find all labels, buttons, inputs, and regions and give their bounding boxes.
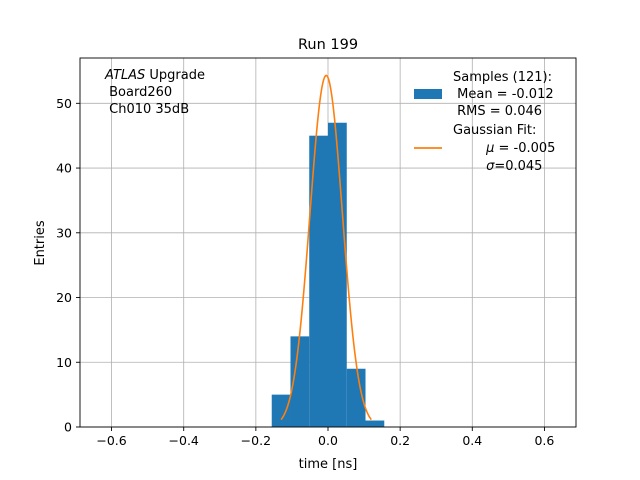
- legend: Samples (121): Mean = -0.012 RMS = 0.046…: [414, 70, 576, 174]
- y-axis-label: Entries: [33, 220, 48, 266]
- legend-hist-line3: RMS = 0.046: [453, 104, 542, 119]
- y-tick-label: 20: [56, 290, 72, 305]
- svg-text:ATLAS Upgrade: ATLAS Upgrade: [104, 68, 205, 83]
- y-ticks: 0 10 20 30 40 50: [56, 96, 80, 435]
- x-tick-label: 0.0: [318, 433, 338, 448]
- x-axis-label: time [ns]: [299, 457, 358, 472]
- legend-fit-mu-value: = -0.005: [494, 141, 555, 156]
- y-tick-label: 40: [56, 161, 72, 176]
- histogram-bar: [309, 135, 328, 427]
- x-ticks: −0.6 −0.4 −0.2 0.0 0.2 0.4 0.6: [96, 427, 554, 448]
- annotation-upgrade: Upgrade: [145, 68, 205, 83]
- x-tick-label: 0.2: [390, 433, 410, 448]
- x-tick-label: −0.6: [96, 433, 126, 448]
- legend-fit-sigma-value: =0.045: [494, 159, 542, 174]
- x-tick-label: −0.4: [169, 433, 199, 448]
- legend-fit-mu-symbol: μ: [485, 141, 494, 156]
- y-tick-label: 30: [56, 225, 72, 240]
- annotation-channel: Ch010 35dB: [105, 102, 189, 117]
- y-tick-label: 10: [56, 355, 72, 370]
- annotation-text: ATLAS Upgrade Board260 Ch010 35dB: [104, 68, 205, 117]
- legend-hist-swatch: [414, 89, 442, 99]
- x-tick-label: 0.4: [462, 433, 482, 448]
- histogram-bar: [346, 368, 366, 427]
- legend-hist-line1: Samples (121):: [453, 70, 552, 85]
- svg-text:σ=0.045: σ=0.045: [453, 159, 563, 174]
- histogram-bar: [328, 122, 347, 427]
- histogram-bar: [271, 394, 291, 427]
- x-tick-label: −0.2: [241, 433, 271, 448]
- legend-fit-sigma-symbol: σ: [486, 159, 495, 174]
- histogram-bar: [290, 336, 310, 427]
- plot-area: −0.6 −0.4 −0.2 0.0 0.2 0.4 0.6 0 10 20 30 40 50: [56, 57, 577, 448]
- gaussian-fit-curve: [280, 74, 372, 421]
- annotation-board: Board260: [105, 85, 172, 100]
- y-tick-label: 0: [64, 420, 72, 435]
- legend-fit-title: Gaussian Fit:: [453, 123, 536, 138]
- histogram-bar: [365, 420, 385, 427]
- legend-hist-line2: Mean = -0.012: [453, 87, 554, 102]
- x-tick-label: 0.6: [534, 433, 554, 448]
- y-tick-label: 50: [56, 96, 72, 111]
- annotation-atlas: ATLAS: [104, 68, 145, 83]
- svg-text:μ = -0.005: μ = -0.005: [453, 141, 576, 156]
- chart-title: Run 199: [298, 37, 358, 53]
